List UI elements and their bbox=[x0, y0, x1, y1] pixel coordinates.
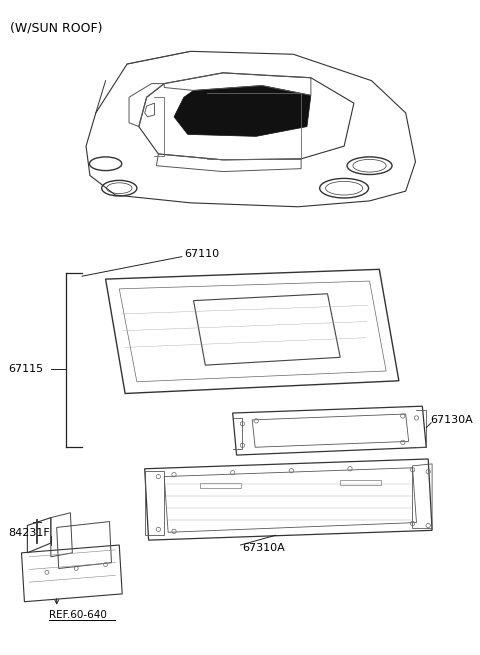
Polygon shape bbox=[174, 86, 311, 136]
Text: (W/SUN ROOF): (W/SUN ROOF) bbox=[10, 22, 102, 35]
Bar bbox=[201, 483, 241, 489]
Text: 67130A: 67130A bbox=[430, 415, 473, 425]
Text: 67115: 67115 bbox=[8, 364, 43, 374]
Text: REF.60-640: REF.60-640 bbox=[49, 610, 107, 620]
Text: 67110: 67110 bbox=[184, 249, 219, 259]
Text: 67310A: 67310A bbox=[242, 543, 285, 553]
Text: 84231F: 84231F bbox=[8, 529, 49, 538]
Bar bbox=[340, 481, 381, 485]
